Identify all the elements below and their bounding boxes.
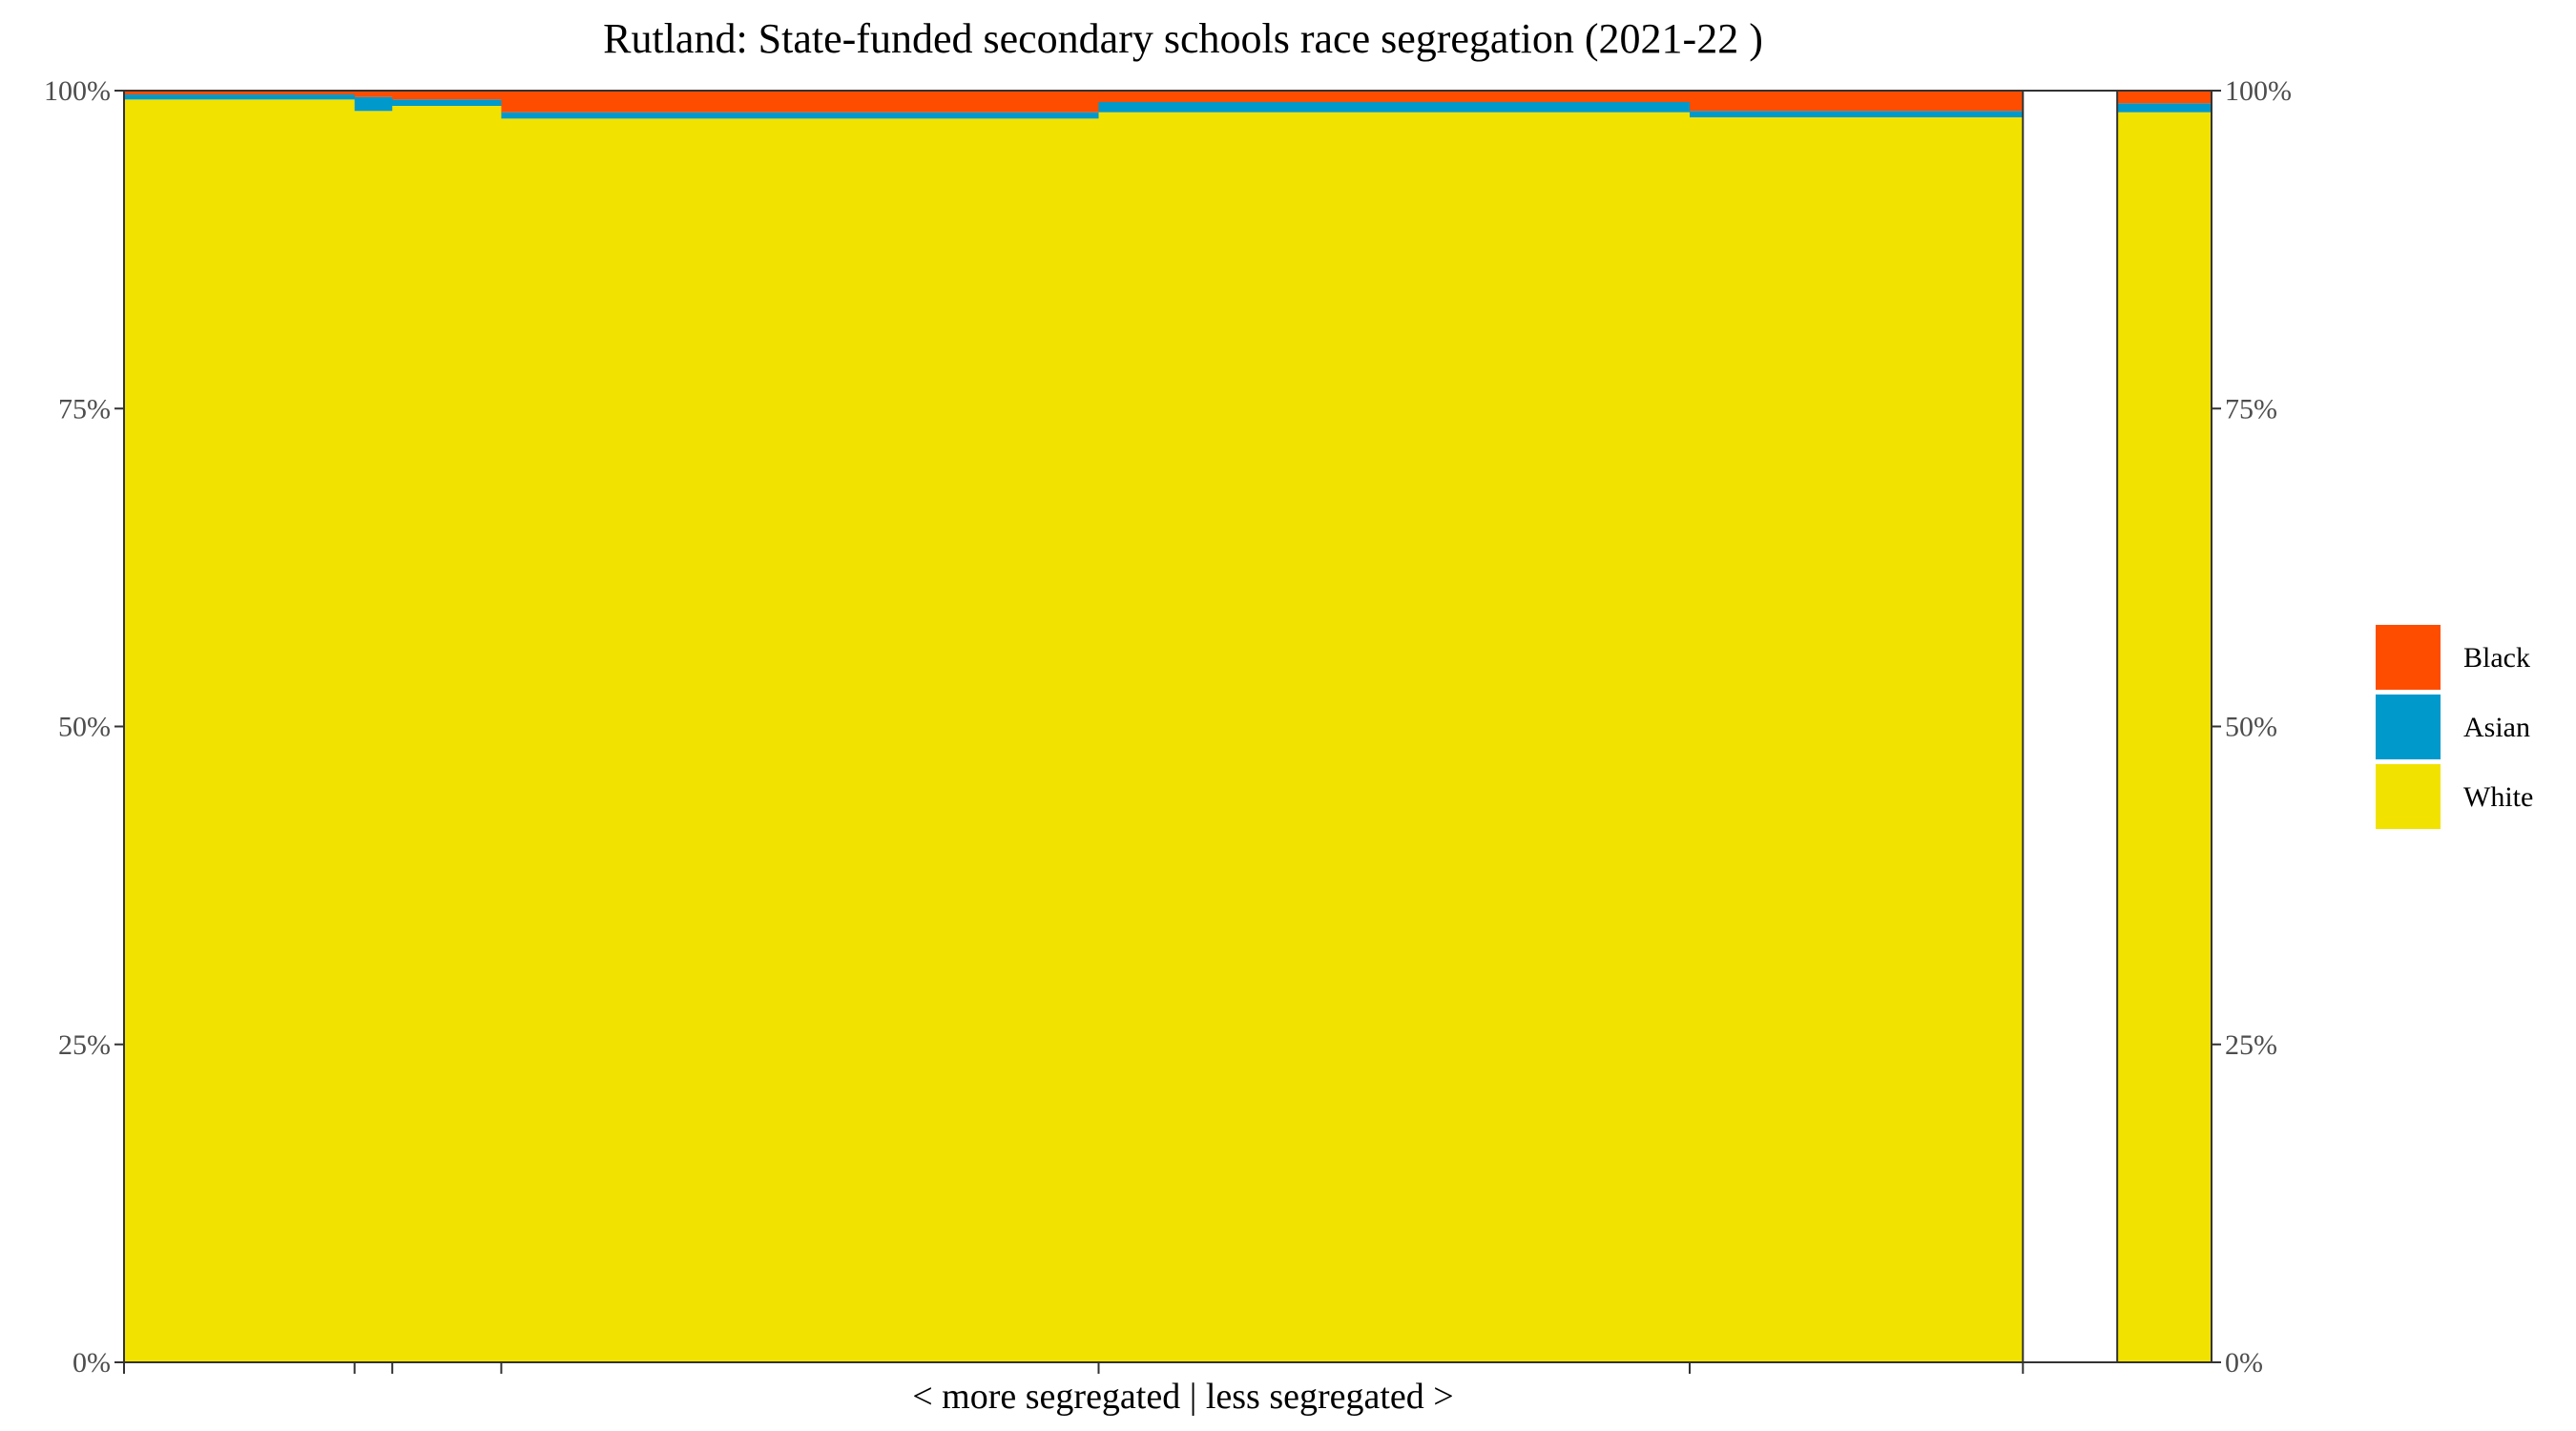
y-tick-label-right: 50% (2225, 712, 2277, 743)
legend-swatch-black (2376, 625, 2441, 690)
bar-school-2-asian (354, 96, 393, 112)
bar-school-6-asian (1690, 111, 2024, 117)
bar-school-4-white (501, 118, 1100, 1362)
bar-school-3-black (392, 91, 503, 100)
legend-swatch-white (2376, 764, 2441, 829)
legend-label-white: White (2463, 781, 2533, 813)
x-axis-label: < more segregated | less segregated > (912, 1377, 1453, 1417)
bar-total-black (2117, 91, 2212, 104)
y-tick-label-left: 25% (58, 1029, 111, 1061)
legend-swatch-asian (2376, 695, 2441, 759)
bar-school-4-black (501, 91, 1100, 113)
y-tick-label-left: 0% (73, 1347, 111, 1379)
bar-school-5-asian (1098, 101, 1691, 113)
legend-label-black: Black (2463, 642, 2530, 674)
y-tick-label-left: 75% (58, 393, 111, 425)
bar-total-white (2117, 112, 2212, 1362)
bar-school-4-asian (501, 112, 1100, 119)
bar-school-6-white (1690, 116, 2024, 1362)
bar-school-2-white (354, 111, 393, 1362)
y-tick-label-right: 25% (2225, 1029, 2277, 1061)
bar-school-5-white (1098, 112, 1691, 1362)
y-tick-label-right: 100% (2225, 75, 2292, 107)
y-tick-label-left: 100% (44, 75, 111, 107)
bar-school-1-asian (124, 93, 356, 100)
y-tick-label-left: 50% (58, 712, 111, 743)
bar-school-3-white (392, 105, 503, 1363)
legend: Black Asian White (2376, 625, 2533, 829)
bar-school-2-black (354, 91, 393, 97)
bars-group (124, 91, 2212, 1363)
bar-school-3-asian (392, 99, 503, 106)
bar-total-asian (2117, 103, 2212, 113)
legend-label-asian: Asian (2463, 712, 2530, 743)
y-tick-label-right: 0% (2225, 1347, 2263, 1379)
bar-school-1-white (124, 99, 356, 1362)
chart-title: Rutland: State-funded secondary schools … (603, 15, 1763, 62)
bar-school-5-black (1098, 91, 1691, 102)
axes-group: 0% 0% 25% 25% 50% 50% 75% 75% 100% 100% (44, 75, 2292, 1379)
y-tick-label-right: 75% (2225, 393, 2277, 425)
bar-school-6-black (1690, 91, 2024, 112)
gap-bar (2023, 91, 2118, 1362)
bar-school-1-black (124, 91, 356, 94)
